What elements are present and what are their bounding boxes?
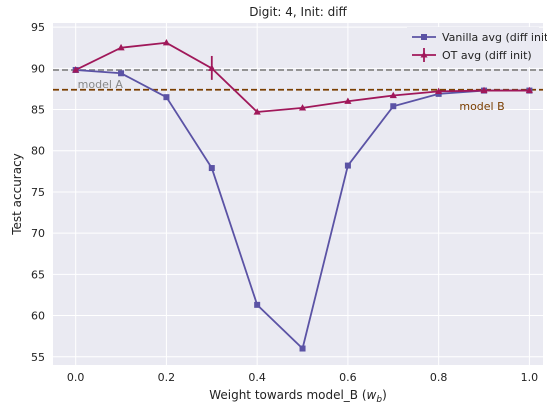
x-tick-label: 0.4 xyxy=(248,371,266,384)
chart-title: Digit: 4, Init: diff xyxy=(249,5,347,19)
data-point xyxy=(254,301,261,308)
data-point xyxy=(390,103,397,110)
legend: Vanilla avg (diff init) OT avg (diff ini… xyxy=(407,27,547,67)
data-point xyxy=(208,64,216,71)
plot-area xyxy=(53,23,543,365)
legend-marker-vanilla xyxy=(421,34,427,40)
data-point xyxy=(253,108,261,115)
y-axis-label: Test accuracy xyxy=(10,153,24,236)
data-point xyxy=(208,165,215,172)
y-tick-label: 90 xyxy=(31,62,45,75)
x-ticks: 0.0 0.2 0.4 0.6 0.8 1.0 xyxy=(67,371,538,384)
x-tick-label: 0.8 xyxy=(430,371,448,384)
x-tick-label: 0.0 xyxy=(67,371,85,384)
data-point xyxy=(118,70,125,77)
legend-label-ot: OT avg (diff init) xyxy=(442,49,532,62)
legend-label-vanilla: Vanilla avg (diff init) xyxy=(442,31,547,44)
legend-box xyxy=(407,27,539,67)
series-lines xyxy=(72,38,533,352)
reference-label-model-b: model B xyxy=(459,100,504,113)
x-axis-label-math: w xyxy=(367,388,377,402)
data-point xyxy=(344,162,351,169)
y-tick-label: 55 xyxy=(31,351,45,364)
data-point xyxy=(162,38,171,46)
x-axis-label: Weight towards model_B (wb) xyxy=(209,388,387,405)
x-tick-label: 0.2 xyxy=(158,371,176,384)
x-tick-label: 0.6 xyxy=(339,371,357,384)
reference-lines: model A model B xyxy=(53,69,543,113)
y-tick-label: 75 xyxy=(31,186,45,199)
legend-marker-ot xyxy=(420,51,428,58)
y-ticks: 55 60 65 70 75 80 85 90 95 xyxy=(31,21,45,364)
data-point xyxy=(72,66,80,73)
data-point xyxy=(299,345,306,352)
reference-label-model-a: model A xyxy=(78,78,124,91)
x-tick-label: 1.0 xyxy=(521,371,539,384)
data-point xyxy=(298,104,307,111)
data-point xyxy=(525,86,533,94)
y-tick-label: 65 xyxy=(31,268,45,281)
y-tick-label: 95 xyxy=(31,21,45,34)
data-point xyxy=(163,94,170,101)
data-point xyxy=(344,97,352,104)
data-point xyxy=(480,86,488,94)
data-point xyxy=(435,87,443,94)
grid xyxy=(53,23,543,365)
data-point xyxy=(117,43,125,51)
data-point xyxy=(389,91,397,99)
y-tick-label: 80 xyxy=(31,145,45,158)
x-axis-label-close: ) xyxy=(382,388,387,402)
x-axis-label-main: Weight towards model_B ( xyxy=(209,388,366,402)
y-tick-label: 85 xyxy=(31,104,45,117)
x-axis-label-sub: b xyxy=(376,395,382,405)
y-tick-label: 70 xyxy=(31,227,45,240)
y-tick-label: 60 xyxy=(31,310,45,323)
